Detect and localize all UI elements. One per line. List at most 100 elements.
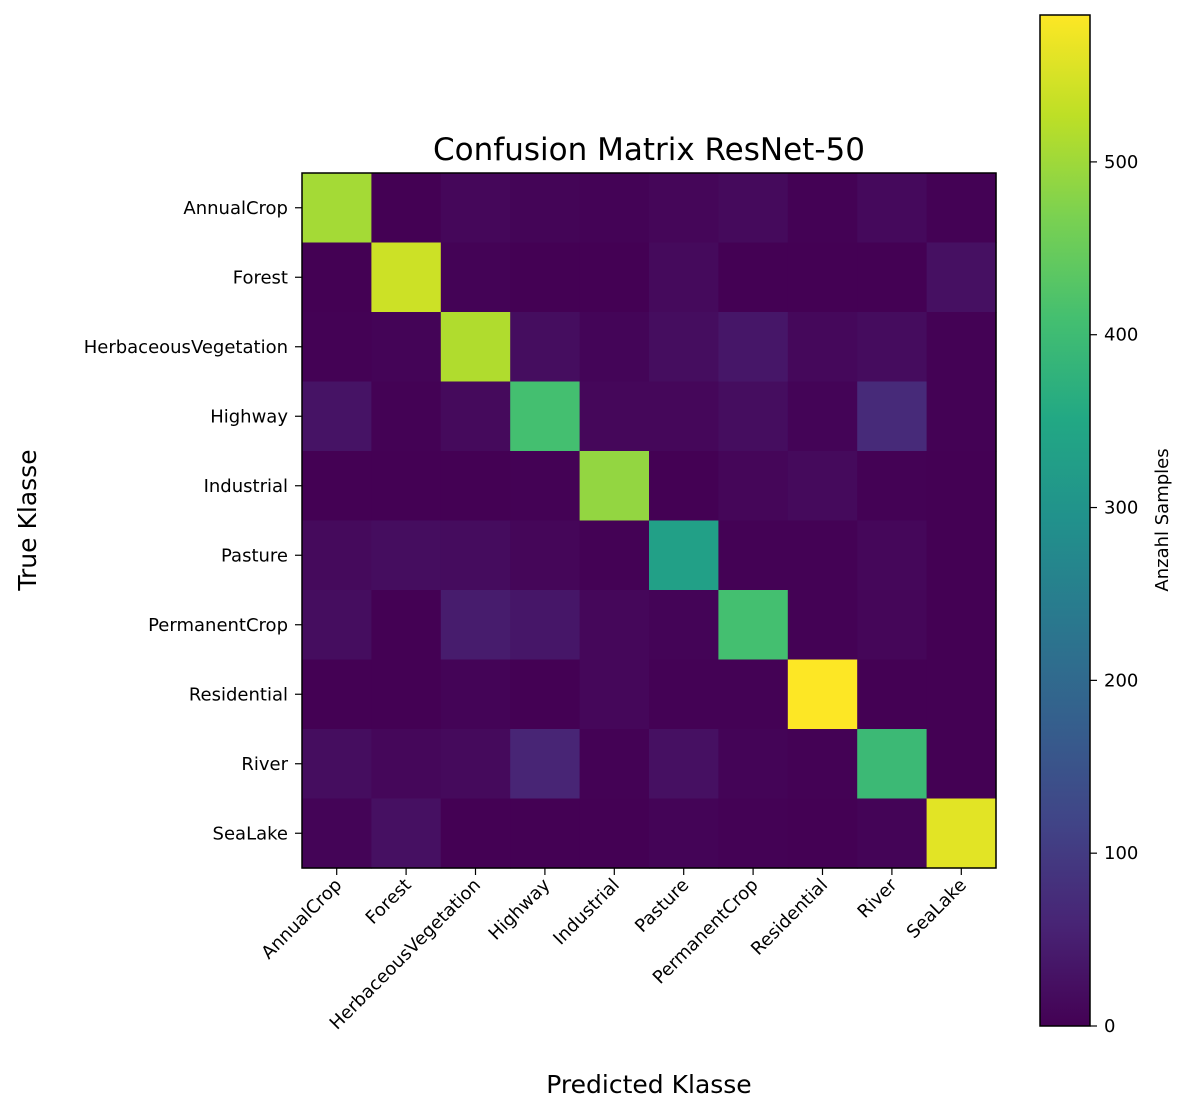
heatmap-cell: [302, 451, 372, 522]
heatmap-cell: [926, 242, 997, 313]
heatmap-cell: [649, 659, 719, 730]
heatmap-cell: [787, 659, 858, 730]
heatmap-cell: [371, 659, 442, 730]
heatmap-cell: [857, 798, 928, 869]
heatmap-cell: [857, 659, 928, 730]
chart-title: Confusion Matrix ResNet-50: [433, 132, 865, 168]
heatmap-cell: [926, 659, 997, 730]
heatmap-cell: [440, 242, 511, 313]
heatmap-cell: [510, 381, 581, 452]
heatmap-cell: [718, 312, 789, 383]
heatmap-cell: [579, 520, 650, 591]
heatmap-cell: [579, 590, 650, 661]
colorbar-tick-label: 100: [1104, 843, 1138, 864]
y-tick-label: Highway: [210, 406, 288, 427]
y-tick-label: Pasture: [221, 545, 288, 566]
heatmap-cell: [857, 590, 928, 661]
heatmap-cell: [718, 729, 789, 800]
colorbar-tick-label: 0: [1104, 1016, 1115, 1037]
heatmap-cell: [787, 381, 858, 452]
heatmap-cell: [371, 798, 442, 869]
heatmap-cell: [510, 520, 581, 591]
heatmap-cell: [371, 520, 442, 591]
heatmap-cell: [926, 381, 997, 452]
heatmap-cell: [718, 451, 789, 522]
heatmap-cell: [371, 590, 442, 661]
y-tick-label: AnnualCrop: [183, 198, 288, 219]
colorbar-gradient: [1039, 14, 1091, 1027]
heatmap-cell: [510, 798, 581, 869]
y-axis-ticks: AnnualCrop Forest HerbaceousVegetation High…: [84, 198, 302, 844]
heatmap-cell: [787, 312, 858, 383]
heatmap-cell: [718, 659, 789, 730]
x-tick-label: AnnualCrop: [257, 875, 346, 964]
heatmap-cell: [857, 242, 928, 313]
heatmap-cell: [440, 729, 511, 800]
heatmap-cell: [718, 242, 789, 313]
y-tick-label: Forest: [233, 267, 288, 288]
x-tick-label: Forest: [362, 875, 416, 929]
heatmap-cell: [926, 729, 997, 800]
heatmap-cell: [649, 729, 719, 800]
heatmap-cell: [649, 381, 719, 452]
heatmap-cell: [579, 798, 650, 869]
heatmap-cell: [579, 312, 650, 383]
heatmap-cell: [787, 729, 858, 800]
heatmap-cell: [718, 381, 789, 452]
heatmap-cell: [302, 798, 372, 869]
y-tick-label: Industrial: [204, 476, 288, 497]
heatmap-cell: [649, 520, 719, 591]
heatmap-cell: [579, 173, 650, 244]
colorbar-tick-label: 400: [1104, 325, 1138, 346]
colorbar-ticks: 0 100 200 300 400 500: [1090, 152, 1138, 1037]
heatmap-cell: [510, 242, 581, 313]
colorbar: 0 100 200 300 400 500 Anzahl Samples: [1039, 14, 1173, 1037]
heatmap-cell: [440, 312, 511, 383]
heatmap-cell: [926, 590, 997, 661]
heatmap-cell: [857, 451, 928, 522]
heatmap-cell: [649, 242, 719, 313]
heatmap-cell: [787, 242, 858, 313]
heatmap-cell: [787, 590, 858, 661]
heatmap-cell: [926, 173, 997, 244]
heatmap-cell: [787, 451, 858, 522]
x-tick-label: SeaLake: [903, 875, 971, 943]
y-tick-label: Residential: [189, 684, 288, 705]
heatmap-cell: [302, 381, 372, 452]
heatmap-cell: [371, 242, 442, 313]
heatmap-cell: [302, 729, 372, 800]
x-tick-label: Highway: [485, 874, 555, 944]
heatmap-cell: [579, 381, 650, 452]
heatmap-cell: [510, 312, 581, 383]
heatmap-cell: [302, 312, 372, 383]
heatmap-cell: [510, 659, 581, 730]
heatmap-cell: [371, 729, 442, 800]
heatmap-cell: [371, 173, 442, 244]
heatmap-cell: [440, 520, 511, 591]
heatmap-cell: [718, 590, 789, 661]
heatmap-cell: [926, 520, 997, 591]
y-tick-label: SeaLake: [213, 823, 288, 844]
y-tick-label: HerbaceousVegetation: [84, 337, 288, 358]
heatmap-cell: [302, 520, 372, 591]
heatmap-cell: [649, 312, 719, 383]
heatmap-cell: [787, 520, 858, 591]
x-tick-label: Pasture: [631, 875, 693, 937]
colorbar-tick-label: 200: [1104, 670, 1138, 691]
heatmap-cell: [857, 173, 928, 244]
heatmap-cell: [857, 381, 928, 452]
y-tick-label: River: [241, 754, 288, 775]
heatmap-cell: [649, 451, 719, 522]
heatmap-cell: [440, 381, 511, 452]
heatmap-cell: [510, 590, 581, 661]
heatmap-cell: [718, 173, 789, 244]
heatmap-cell: [649, 590, 719, 661]
heatmap-cell: [510, 729, 581, 800]
heatmap-cell: [718, 798, 789, 869]
x-tick-label: Industrial: [549, 875, 624, 950]
heatmap-cell: [579, 451, 650, 522]
heatmap-cell: [926, 451, 997, 522]
x-tick-label: River: [854, 874, 902, 922]
